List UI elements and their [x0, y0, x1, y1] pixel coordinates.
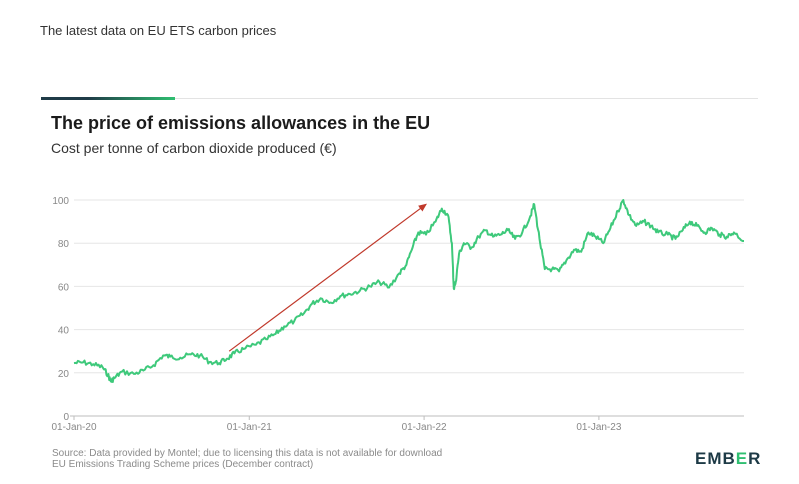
chart-card: The price of emissions allowances in the…: [41, 97, 762, 478]
series-line: [73, 199, 744, 383]
card-accent-bar: [41, 97, 175, 100]
source-line-1: Source: Data provided by Montel; due to …: [52, 448, 443, 459]
chart-plot-area: 0 20 40 60 80 100 01-Jan-20 01-Jan-21 01-Jan-22 0…: [51, 196, 744, 433]
y-tick-label: 20: [58, 369, 70, 380]
source-line-2: EU Emissions Trading Scheme prices (Dece…: [52, 459, 314, 470]
y-tick-label: 40: [58, 326, 70, 337]
y-tick-label: 0: [63, 412, 69, 423]
y-tick-label: 60: [58, 282, 70, 293]
chart-source: Source: Data provided by Montel; due to …: [52, 448, 442, 470]
x-tick-label: 01-Jan-20: [51, 422, 96, 433]
card-top-rule: [175, 98, 758, 99]
x-tick-label: 01-Jan-23: [576, 422, 621, 433]
ember-logo[interactable]: EMBER: [695, 449, 762, 468]
chart-subtitle: Cost per tonne of carbon dioxide produce…: [51, 140, 337, 156]
page-heading: The latest data on EU ETS carbon prices: [40, 23, 277, 38]
x-tick-label: 01-Jan-21: [227, 422, 272, 433]
y-tick-label: 80: [58, 239, 70, 250]
trend-arrow: [228, 203, 427, 352]
x-tick-label: 01-Jan-22: [402, 422, 447, 433]
chart-title: The price of emissions allowances in the…: [51, 113, 431, 133]
y-tick-label: 100: [52, 196, 69, 207]
